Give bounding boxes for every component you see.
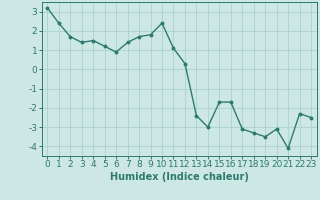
X-axis label: Humidex (Indice chaleur): Humidex (Indice chaleur) bbox=[110, 172, 249, 182]
